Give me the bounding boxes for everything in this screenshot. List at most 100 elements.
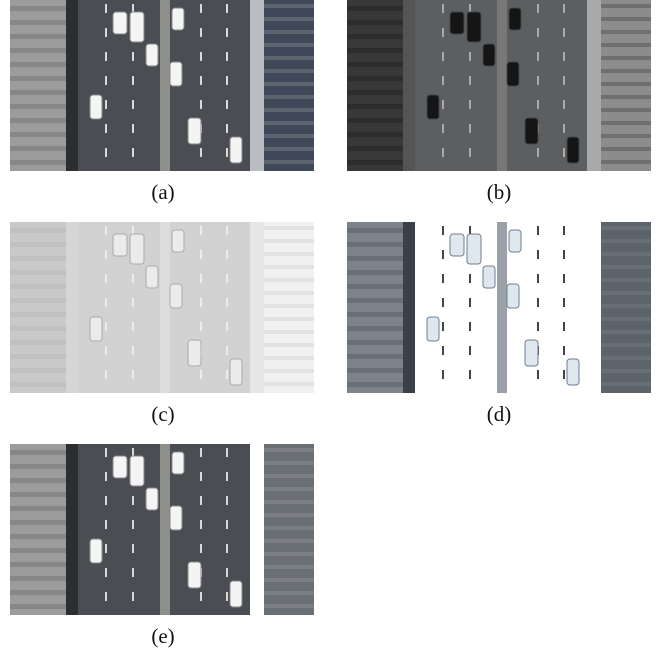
car xyxy=(230,581,242,607)
car xyxy=(427,95,439,119)
road-edge xyxy=(403,222,415,393)
building-stripe xyxy=(10,160,66,165)
lane-dash xyxy=(132,322,134,331)
lane-dash xyxy=(226,592,228,601)
lane-dash xyxy=(442,124,444,133)
lane-dash xyxy=(226,124,228,133)
median xyxy=(497,222,507,393)
lane-dash xyxy=(563,250,565,259)
building-stripe xyxy=(264,448,314,452)
lane-dash xyxy=(442,298,444,307)
building-stripe xyxy=(347,368,403,373)
building-stripe xyxy=(10,590,66,595)
figure: (a) (b) (c) (d) (e) xyxy=(0,0,660,653)
lane-dash xyxy=(469,370,471,379)
panel-caption: (e) xyxy=(151,624,174,648)
lane-dash xyxy=(442,100,444,109)
building-stripe xyxy=(601,317,651,321)
car xyxy=(172,452,184,474)
lane-dash xyxy=(105,520,107,529)
lane-dash xyxy=(200,322,202,331)
building-stripe xyxy=(10,146,66,151)
building-stripe xyxy=(10,534,66,539)
car xyxy=(467,12,481,42)
building-stripe xyxy=(347,228,403,233)
lane-dash xyxy=(200,520,202,529)
building-stripe xyxy=(264,30,314,34)
lane-dash xyxy=(469,322,471,331)
building-stripe xyxy=(10,298,66,303)
building-stripe xyxy=(10,104,66,109)
lane-dash xyxy=(537,226,539,235)
lane-dash xyxy=(442,370,444,379)
lane-dash xyxy=(226,76,228,85)
building-stripe xyxy=(601,265,651,269)
lane-dash xyxy=(200,298,202,307)
building-stripe xyxy=(264,382,314,386)
lane-dash xyxy=(105,472,107,481)
car xyxy=(146,488,158,510)
building-stripe xyxy=(264,539,314,543)
lane-dash xyxy=(442,52,444,61)
building-stripe xyxy=(264,461,314,465)
lane-dash xyxy=(200,4,202,13)
car xyxy=(467,234,481,264)
lane-dash xyxy=(563,76,565,85)
lane-dash xyxy=(226,52,228,61)
lane-dash xyxy=(132,370,134,379)
building-stripe xyxy=(264,369,314,373)
lane-dash xyxy=(200,496,202,505)
building-stripe xyxy=(264,604,314,608)
panel-caption: (b) xyxy=(487,180,512,204)
building-stripe xyxy=(10,256,66,261)
lane-dash xyxy=(226,520,228,529)
lane-dash xyxy=(132,346,134,355)
lane-dash xyxy=(226,322,228,331)
car xyxy=(188,340,201,366)
lane-dash xyxy=(469,274,471,283)
lane-dash xyxy=(105,448,107,457)
lane-dash xyxy=(537,274,539,283)
building-stripe xyxy=(264,56,314,60)
building-stripe xyxy=(264,82,314,86)
lane-dash xyxy=(105,76,107,85)
lane-dash xyxy=(226,370,228,379)
lane-dash xyxy=(132,496,134,505)
building-stripe xyxy=(10,382,66,387)
building-left xyxy=(10,0,66,171)
car xyxy=(188,118,201,144)
lane-dash xyxy=(132,298,134,307)
building-stripe xyxy=(10,478,66,483)
median xyxy=(497,0,507,171)
lane-dash xyxy=(105,592,107,601)
building-stripe xyxy=(10,6,66,11)
building-stripe xyxy=(10,340,66,345)
lane-dash xyxy=(132,100,134,109)
building-stripe xyxy=(601,304,651,308)
building-stripe xyxy=(264,108,314,112)
building-stripe xyxy=(10,284,66,289)
car xyxy=(130,234,144,264)
building-stripe xyxy=(264,278,314,282)
lane-dash xyxy=(442,250,444,259)
building-stripe xyxy=(264,526,314,530)
building-stripe xyxy=(601,226,651,230)
building-stripe xyxy=(347,160,403,165)
road-edge xyxy=(403,0,415,171)
road-edge xyxy=(250,0,264,171)
panel-e-image xyxy=(10,444,314,615)
car xyxy=(172,8,184,30)
building-stripe xyxy=(10,576,66,581)
building-stripe xyxy=(10,132,66,137)
building-stripe xyxy=(601,330,651,334)
lane-dash xyxy=(105,52,107,61)
lane-dash xyxy=(226,544,228,553)
building-stripe xyxy=(601,356,651,360)
lane-dash xyxy=(105,28,107,37)
lane-dash xyxy=(442,4,444,13)
lane-dash xyxy=(226,346,228,355)
lane-dash xyxy=(105,250,107,259)
panel-caption: (a) xyxy=(151,180,174,204)
lane-dash xyxy=(200,250,202,259)
lane-dash xyxy=(105,274,107,283)
